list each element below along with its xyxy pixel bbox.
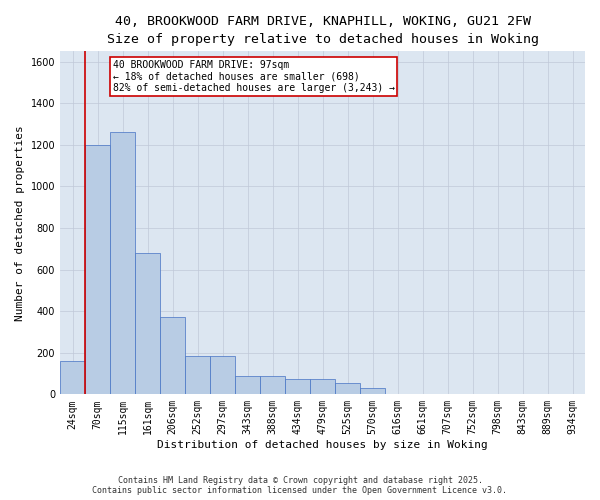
Bar xyxy=(160,318,185,394)
Bar xyxy=(60,361,85,394)
Bar xyxy=(235,376,260,394)
Text: Contains HM Land Registry data © Crown copyright and database right 2025.
Contai: Contains HM Land Registry data © Crown c… xyxy=(92,476,508,495)
Bar xyxy=(260,376,285,394)
Bar xyxy=(185,356,210,395)
Bar xyxy=(210,356,235,395)
Title: 40, BROOKWOOD FARM DRIVE, KNAPHILL, WOKING, GU21 2FW
Size of property relative t: 40, BROOKWOOD FARM DRIVE, KNAPHILL, WOKI… xyxy=(107,15,539,46)
Bar xyxy=(360,388,385,394)
Bar xyxy=(310,378,335,394)
Y-axis label: Number of detached properties: Number of detached properties xyxy=(15,125,25,320)
Bar xyxy=(85,145,110,394)
X-axis label: Distribution of detached houses by size in Woking: Distribution of detached houses by size … xyxy=(157,440,488,450)
Bar xyxy=(110,132,135,394)
Bar xyxy=(335,383,360,394)
Bar xyxy=(285,378,310,394)
Text: 40 BROOKWOOD FARM DRIVE: 97sqm
← 18% of detached houses are smaller (698)
82% of: 40 BROOKWOOD FARM DRIVE: 97sqm ← 18% of … xyxy=(113,60,395,93)
Bar xyxy=(135,253,160,394)
